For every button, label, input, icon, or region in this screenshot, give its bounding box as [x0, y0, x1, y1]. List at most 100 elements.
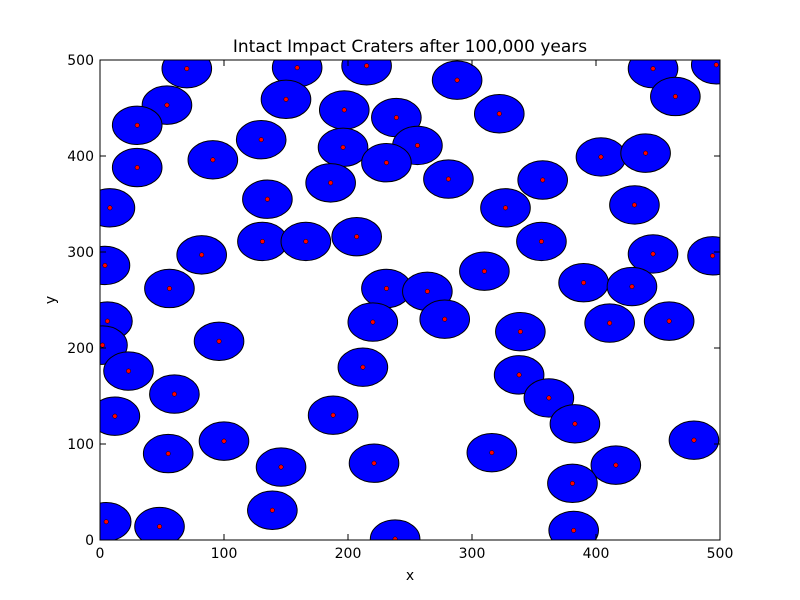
crater-center-36: [710, 253, 716, 259]
crater-center-42: [104, 318, 110, 324]
crater-center-50: [126, 368, 131, 374]
crater-center-29: [303, 238, 309, 244]
crater-center-52: [516, 372, 522, 378]
y-axis-label: y: [43, 296, 59, 304]
crater-center-57: [572, 421, 578, 427]
crater-center-46: [607, 320, 613, 326]
crater-center-31: [538, 238, 544, 244]
crater-24: [100, 188, 136, 228]
crater-center-38: [383, 286, 389, 291]
crater-center-15: [414, 142, 420, 148]
crater-center-51: [360, 364, 366, 370]
crater-center-34: [481, 268, 487, 274]
crater-2: [341, 60, 392, 86]
x-tick-label-3: 300: [459, 546, 486, 562]
crater-center-68: [157, 524, 162, 530]
crater-center-39: [424, 288, 430, 294]
crater-center-67: [103, 519, 109, 525]
crater-0: [161, 60, 213, 89]
crater-center-18: [383, 160, 389, 166]
crater-center-9: [341, 107, 347, 113]
x-axis-label: x: [406, 568, 414, 584]
crater-center-58: [221, 438, 227, 444]
crater-center-35: [650, 251, 656, 257]
crater-center-19: [598, 154, 604, 160]
crater-center-41: [629, 284, 635, 290]
crater-center-63: [371, 460, 377, 466]
x-tick-label-4: 400: [583, 546, 610, 562]
crater-center-6: [164, 102, 170, 108]
y-tick-label-3: 300: [67, 245, 94, 261]
crater-center-49: [216, 338, 222, 344]
chart-title: Intact Impact Craters after 100,000 year…: [233, 37, 587, 57]
crater-center-17: [210, 157, 216, 163]
crater-center-22: [540, 177, 546, 183]
crater-67: [100, 502, 132, 540]
crater-70: [369, 519, 421, 540]
y-tick-label-2: 200: [67, 341, 94, 357]
crater-55: [100, 396, 141, 436]
crater-center-30: [354, 234, 360, 240]
crater-center-24: [107, 205, 113, 211]
y-tick-label-5: 500: [67, 53, 94, 69]
crater-center-11: [496, 111, 502, 117]
crater-center-21: [445, 176, 451, 182]
crater-center-7: [283, 96, 289, 102]
crater-center-66: [269, 507, 275, 513]
crater-center-45: [517, 329, 523, 335]
y-tick-label-4: 400: [67, 149, 94, 165]
crater-center-33: [199, 252, 205, 258]
crater-center-43: [370, 319, 376, 325]
x-tick-label-2: 200: [335, 546, 362, 562]
tick-layer: 0 100 200 300 400 500 0 100 200 300 400 500: [67, 53, 733, 562]
crater-center-0: [184, 66, 190, 72]
crater-center-60: [165, 451, 171, 457]
crater-center-54: [546, 395, 552, 401]
crater-center-23: [328, 180, 334, 186]
crater-32: [100, 245, 131, 286]
crater-center-65: [569, 480, 575, 486]
crater-center-3: [454, 77, 460, 83]
crater-center-14: [340, 144, 346, 150]
y-tick-label-1: 100: [67, 437, 94, 453]
crater-center-4: [650, 66, 656, 72]
crater-center-2: [364, 63, 370, 69]
crater-layer: [100, 60, 720, 540]
crater-center-62: [278, 464, 284, 470]
crater-center-48: [100, 342, 105, 348]
crater-center-32: [102, 262, 108, 268]
crater-center-61: [489, 450, 495, 456]
crater-center-26: [503, 205, 508, 211]
y-tick-label-0: 0: [85, 533, 94, 549]
crater-center-40: [581, 280, 587, 286]
crater-center-8: [134, 122, 140, 128]
crater-center-56: [330, 412, 336, 418]
crater-center-28: [259, 238, 265, 244]
crater-center-13: [258, 137, 264, 143]
crater-center-5: [713, 62, 719, 68]
crater-center-12: [672, 94, 678, 99]
crater-center-70: [392, 536, 398, 540]
crater-68: [134, 506, 185, 540]
crater-36: [687, 236, 720, 276]
crater-center-44: [442, 316, 448, 322]
crater-center-1: [294, 65, 300, 71]
crater-center-37: [166, 286, 172, 291]
x-tick-label-0: 0: [96, 546, 105, 562]
crater-5: [690, 60, 720, 85]
crater-center-64: [613, 462, 619, 468]
plot-frame: [99, 59, 721, 541]
crater-center-69: [571, 527, 577, 533]
crater-center-55: [112, 413, 118, 419]
crater-center-59: [691, 437, 697, 443]
crater-69: [548, 510, 599, 540]
crater-center-27: [631, 202, 637, 208]
crater-center-10: [393, 115, 399, 121]
x-tick-label-1: 100: [211, 546, 238, 562]
crater-center-16: [134, 165, 140, 170]
crater-center-53: [171, 391, 177, 397]
x-tick-label-5: 500: [707, 546, 734, 562]
crater-center-25: [264, 196, 270, 202]
crater-center-47: [666, 318, 672, 324]
